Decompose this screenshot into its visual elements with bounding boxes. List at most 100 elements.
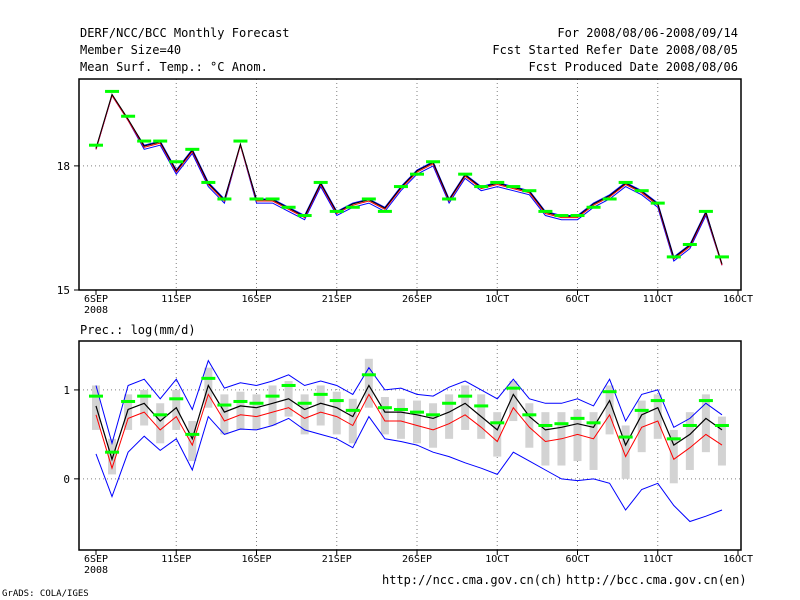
prec-marker [153,413,168,417]
spread-bar [685,412,694,470]
prec-marker [217,403,232,407]
member-size: Member Size=40 [80,43,182,57]
spread-bar [156,403,165,444]
temp-marker [474,185,489,189]
precip-panel-title: Prec.: log(mm/d) [80,323,196,337]
temp-marker [345,205,360,209]
spread-bar [493,412,502,457]
spread-bar [445,394,454,439]
prec-marker [410,410,424,414]
forecast-produced-date: Fcst Produced Date 2008/08/06 [528,60,738,74]
prec-marker [281,383,296,387]
forecast-start-date: Fcst Started Refer Date 2008/08/05 [492,43,738,57]
temp-xtick-label: 11SEP [161,294,191,305]
prec-marker [297,401,312,405]
temp-panel: 15 18 6SEP 11SEP 16SEP 21SEP 26SEP 1OCT 6OCT 11OC… [57,78,753,316]
prec-marker [361,373,376,377]
spread-bar [413,400,421,444]
temp-marker [137,139,152,143]
median-line [95,393,723,470]
mean-line [95,384,723,462]
temp-marker [393,185,408,189]
temp-marker [522,189,537,193]
prec-marker [313,392,328,396]
temp-year-label: 2008 [84,305,108,316]
spread-bar [717,416,726,466]
spread-bar [252,394,261,430]
spread-bar [541,412,550,466]
temp-marker [618,180,633,184]
prec-marker [602,390,617,394]
temp-marker [714,255,729,259]
bcc-link[interactable]: http://bcc.cma.gov.cn(en) [566,573,747,587]
prec-marker [586,421,601,425]
grads-credit: GrADS: COLA/IGES [2,589,89,599]
temp-marker [634,189,649,193]
temp-marker [185,147,200,151]
spread-bar [140,389,149,426]
prec-ytick-label: 0 [63,473,70,486]
spread-bar [669,429,678,484]
temp-marker [201,180,216,184]
spread-bar [236,391,245,430]
prec-marker [442,401,457,405]
temp-marker [538,209,553,213]
chart-title: DERF/NCC/BCC Monthly Forecast [80,26,290,40]
prec-marker [714,423,729,427]
spread-bar [621,425,630,479]
temp-marker [458,172,473,176]
prec-xtick-label: 11SEP [161,554,191,565]
upper-bound-line [95,359,723,446]
prec-marker [634,408,649,412]
prec-marker [474,404,489,408]
temp-marker [249,197,264,201]
spread-bar [380,397,389,435]
ncc-link[interactable]: http://ncc.cma.gov.cn(ch) [382,573,563,587]
prec-marker [169,397,184,401]
prec-marker [554,422,569,426]
spread-bar [204,367,213,408]
prec-marker [506,386,521,390]
temp-marker [105,89,120,93]
prec-xtick-label: 6OCT [565,554,589,565]
mean-line-dark [95,93,723,265]
temp-marker [281,205,296,209]
spread-bar [637,400,646,453]
temp-xtick-label: 6OCT [565,294,589,305]
temp-xtick-label: 16OCT [723,294,753,305]
prec-ytick-label: 1 [63,384,70,397]
prec-year-label: 2008 [84,565,108,576]
prec-marker [522,413,537,417]
spread-bar [348,398,357,444]
spread-bar [332,391,341,435]
prec-marker [618,435,633,439]
prec-marker [329,399,344,403]
prec-marker [570,416,585,420]
temp-marker [410,172,424,176]
temp-marker [586,205,601,209]
spread-bar [653,394,662,439]
temp-marker [570,214,585,218]
prec-marker [393,407,408,411]
spread-bar [701,394,710,453]
temp-xtick-label: 11OCT [643,294,673,305]
spread-bar [108,438,117,475]
prec-marker [426,413,441,417]
temp-marker [89,143,103,147]
prec-xtick-label: 26SEP [402,554,432,565]
temp-marker [313,180,328,184]
prec-marker [698,399,713,403]
temp-marker [169,160,184,164]
prec-marker [682,423,697,427]
forecast-period: For 2008/08/06-2008/09/14 [557,26,738,40]
temp-marker [217,197,232,201]
spread-bar [172,389,181,430]
temp-marker [650,201,665,205]
spread-bar [525,403,534,448]
prec-xtick-label: 6SEP [84,554,108,565]
prec-xtick-label: 1OCT [485,554,509,565]
prec-marker [105,450,120,454]
prec-marker [458,394,473,398]
prec-marker [89,394,103,398]
